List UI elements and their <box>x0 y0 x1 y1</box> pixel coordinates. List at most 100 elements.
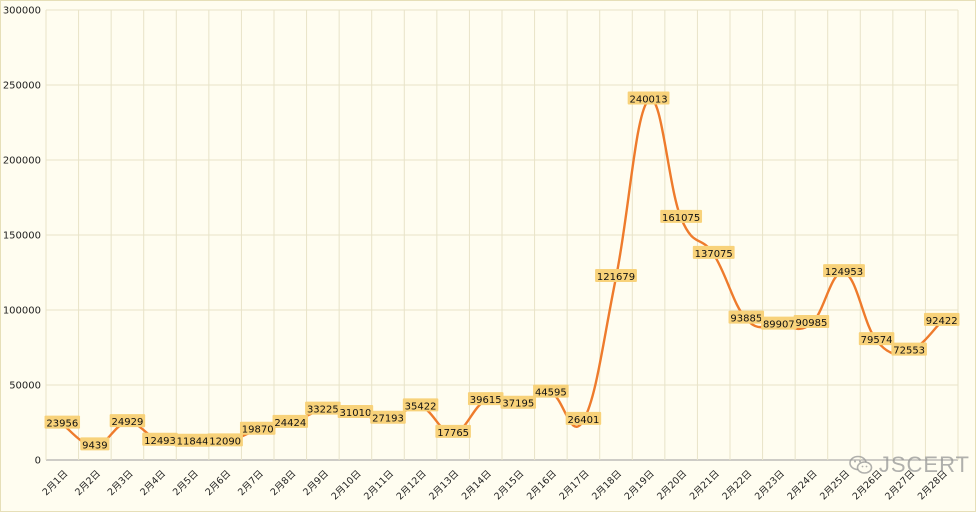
data-label-text: 137075 <box>695 249 733 260</box>
x-tick-label: 2月23日 <box>753 468 787 502</box>
data-label: 79574 <box>858 332 895 346</box>
data-label-text: 27193 <box>372 414 404 425</box>
data-label-text: 11844 <box>177 437 209 448</box>
data-label: 9439 <box>80 437 110 451</box>
data-label-bg <box>627 91 670 105</box>
x-tick-label: 2月19日 <box>623 468 657 502</box>
wechat-icon <box>849 455 873 475</box>
data-label-bg <box>533 384 569 398</box>
x-tick-label: 2月4日 <box>138 468 168 498</box>
data-label: 11844 <box>174 433 211 448</box>
data-label-text: 90985 <box>796 318 828 329</box>
x-tick-label: 2月7日 <box>236 468 266 498</box>
data-label: 17765 <box>435 424 471 439</box>
data-label-text: 26401 <box>568 415 600 426</box>
y-tick-label: 300000 <box>3 6 41 17</box>
data-label: 137075 <box>692 245 735 260</box>
x-tick-label: 2月3日 <box>106 468 136 498</box>
data-label-text: 93885 <box>730 314 762 325</box>
data-label: 12090 <box>207 433 243 447</box>
data-label: 44595 <box>533 384 569 399</box>
grid-lines <box>45 9 959 461</box>
y-tick-label: 150000 <box>3 231 41 242</box>
data-label-text: 12090 <box>209 436 241 447</box>
x-tick-label: 2月24日 <box>786 468 820 502</box>
data-label-bg <box>142 432 178 446</box>
data-label-text: 72553 <box>893 346 925 357</box>
watermark: JSCERT <box>849 452 970 478</box>
data-label-bg <box>402 398 439 412</box>
data-label: 39615 <box>467 392 504 406</box>
data-label-bg <box>467 392 504 406</box>
data-label: 24929 <box>109 414 146 428</box>
x-tick-label: 2月9日 <box>301 468 331 498</box>
x-tick-label: 2月1日 <box>41 468 71 498</box>
data-label-bg <box>337 404 374 418</box>
data-label: 19870 <box>239 421 276 436</box>
data-label: 31010 <box>337 404 374 419</box>
watermark-text: JSCERT <box>878 452 970 477</box>
data-label-bg <box>793 315 830 329</box>
y-tick-label: 0 <box>35 456 41 467</box>
data-label-text: 121679 <box>597 272 635 283</box>
data-label: 93885 <box>728 310 765 325</box>
data-label-text: 24929 <box>112 417 144 428</box>
x-tick-label: 2月2日 <box>73 468 103 498</box>
data-label-text: 124953 <box>825 267 863 278</box>
x-tick-label: 2月12日 <box>395 468 429 502</box>
data-label-bg <box>174 433 211 447</box>
data-label-bg <box>761 316 797 330</box>
x-tick-label: 2月21日 <box>688 468 722 502</box>
y-tick-label: 50000 <box>9 381 41 392</box>
x-tick-label: 2月17日 <box>558 468 592 502</box>
data-label: 33225 <box>305 401 341 416</box>
data-label-text: 79574 <box>861 335 893 346</box>
data-label: 90985 <box>793 315 830 329</box>
data-label-bg <box>109 414 146 428</box>
data-label-bg <box>239 421 276 435</box>
data-label-text: 240013 <box>629 94 667 105</box>
data-label-text: 31010 <box>340 408 372 419</box>
data-label-bg <box>80 437 110 451</box>
data-label-text: 17765 <box>437 428 469 439</box>
data-label-text: 161075 <box>662 213 700 224</box>
data-label: 35422 <box>402 398 439 412</box>
data-label-text: 33225 <box>307 405 339 416</box>
x-tick-label: 2月8日 <box>269 468 299 498</box>
x-tick-label: 2月6日 <box>203 468 233 498</box>
x-tick-label: 2月22日 <box>720 468 754 502</box>
data-label-text: 23956 <box>46 419 78 430</box>
axes: 0 50000 100000 150000 200000 250000 300000 2月1日… <box>3 6 950 503</box>
data-label-text: 39615 <box>470 395 502 406</box>
x-tick-label: 2月16日 <box>525 468 559 502</box>
data-label-bg <box>305 401 341 415</box>
data-label: 26401 <box>565 411 602 426</box>
data-label-bg <box>565 411 602 425</box>
data-label-bg <box>595 268 637 282</box>
y-tick-label: 100000 <box>3 306 41 317</box>
data-label-text: 92422 <box>926 316 958 327</box>
data-label: 92422 <box>923 312 960 327</box>
data-label: 124953 <box>823 264 865 278</box>
data-label-bg <box>923 312 960 326</box>
data-label: 161075 <box>660 209 703 224</box>
data-label-text: 24424 <box>274 418 306 429</box>
data-label: 240013 <box>627 91 670 105</box>
data-label-bg <box>823 264 865 278</box>
data-label: 24424 <box>272 414 309 429</box>
x-tick-label: 2月25日 <box>818 468 852 502</box>
data-label-bg <box>858 332 895 346</box>
data-label-bg <box>692 245 735 259</box>
data-label: 12493 <box>142 432 178 447</box>
y-tick-label: 200000 <box>3 156 41 167</box>
x-tick-label: 2月13日 <box>427 468 461 502</box>
data-label-bg <box>500 395 537 409</box>
data-label-text: 44595 <box>535 388 567 399</box>
data-label-bg <box>370 410 406 424</box>
data-label: 72553 <box>891 342 927 357</box>
x-tick-label: 2月10日 <box>330 468 364 502</box>
data-label-text: 9439 <box>82 440 107 451</box>
data-label-text: 89907 <box>763 320 795 331</box>
data-label: 121679 <box>595 268 637 283</box>
